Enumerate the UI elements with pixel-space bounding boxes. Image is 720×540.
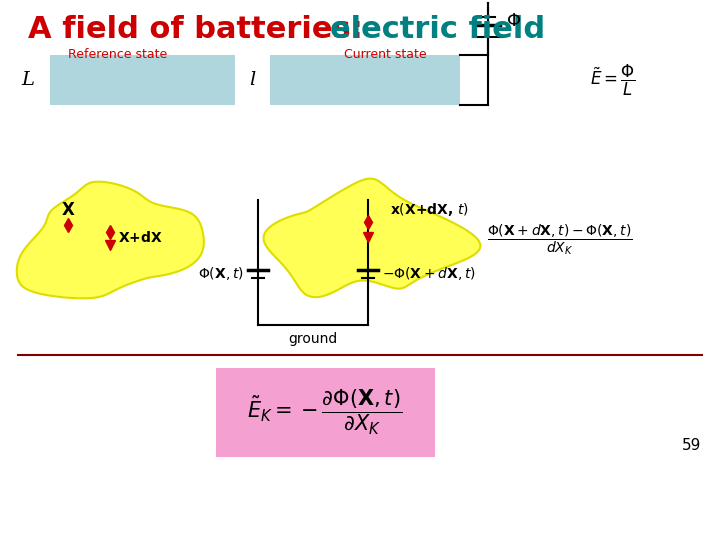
Text: $\mathbf{X}$+d$\mathbf{X}$: $\mathbf{X}$+d$\mathbf{X}$	[118, 230, 163, 245]
Text: $\dfrac{\Phi(\mathbf{X}+d\mathbf{X},t)-\Phi(\mathbf{X},t)}{dX_K}$: $\dfrac{\Phi(\mathbf{X}+d\mathbf{X},t)-\…	[487, 222, 633, 258]
Text: ground: ground	[289, 332, 338, 346]
Text: $\Phi(\mathbf{X},t)$: $\Phi(\mathbf{X},t)$	[198, 266, 244, 282]
Text: $\Phi$: $\Phi$	[506, 12, 521, 30]
PathPatch shape	[17, 181, 204, 298]
Bar	[50, 55, 235, 105]
Text: 59: 59	[683, 437, 702, 453]
FancyBboxPatch shape	[216, 368, 435, 457]
Text: $-\Phi(\mathbf{X}+d\mathbf{X},t)$: $-\Phi(\mathbf{X}+d\mathbf{X},t)$	[382, 266, 476, 282]
Text: L: L	[22, 71, 35, 89]
Text: $\tilde{E}=\dfrac{\Phi}{L}$: $\tilde{E}=\dfrac{\Phi}{L}$	[590, 63, 636, 98]
Text: $\tilde{E}_K = -\dfrac{\partial\Phi(\mathbf{X},t)}{\partial X_K}$: $\tilde{E}_K = -\dfrac{\partial\Phi(\mat…	[248, 387, 402, 436]
Bar	[270, 55, 460, 105]
Text: $\mathbf{x}(\mathbf{X}$+d$\mathbf{X}$, $t)$: $\mathbf{x}(\mathbf{X}$+d$\mathbf{X}$, $…	[390, 201, 469, 219]
Text: A field of batteries:: A field of batteries:	[28, 15, 363, 44]
Text: electric field: electric field	[330, 15, 545, 44]
Text: l: l	[249, 71, 255, 89]
Text: Current state: Current state	[343, 48, 426, 61]
Text: $\mathbf{X}$: $\mathbf{X}$	[60, 201, 76, 219]
Text: Reference state: Reference state	[68, 48, 168, 61]
PathPatch shape	[264, 179, 480, 297]
